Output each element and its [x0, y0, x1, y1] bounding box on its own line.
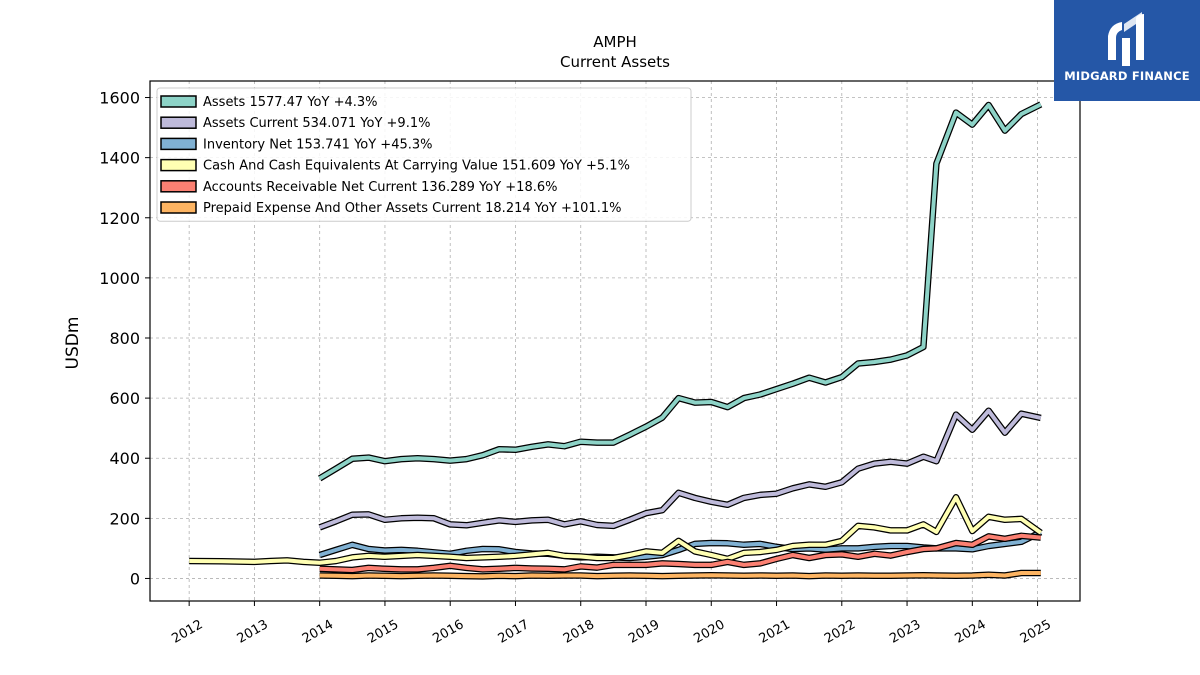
x-tick-label: 2017: [496, 617, 532, 647]
x-tick-label: 2025: [1018, 617, 1054, 647]
legend-label: Inventory Net 153.741 YoY +45.3%: [203, 137, 433, 152]
legend-swatch: [160, 95, 197, 108]
y-tick-label: 1400: [99, 149, 140, 168]
series-line-3: [189, 495, 1042, 565]
x-tick-label: 2023: [887, 617, 923, 647]
y-tick-label: 1000: [99, 269, 140, 288]
y-tick-label: 600: [109, 389, 140, 408]
y-tick-label: 800: [109, 329, 140, 348]
series-line-1: [318, 408, 1042, 530]
y-tick-label: 0: [130, 569, 140, 588]
x-tick-label: 2020: [691, 617, 727, 647]
legend-label: Assets Current 534.071 YoY +9.1%: [203, 116, 430, 131]
y-axis-label: USDm: [63, 316, 83, 370]
x-tick-label: 2013: [235, 617, 271, 647]
x-tick-label: 2021: [757, 617, 793, 647]
chart-title: AMPH: [593, 33, 637, 51]
chart-subtitle: Current Assets: [560, 53, 670, 71]
x-tick-label: 2019: [626, 617, 662, 647]
x-tick-label: 2012: [169, 617, 205, 647]
legend-swatch: [160, 201, 197, 214]
legend-swatch: [160, 158, 197, 172]
y-tick-label: 400: [109, 449, 140, 468]
legend-swatch: [160, 116, 197, 129]
y-tick-label: 1600: [99, 89, 140, 108]
x-tick-label: 2016: [430, 617, 466, 647]
brand-logo-icon: [1108, 12, 1144, 66]
brand-name: MIDGARD FINANCE: [1064, 69, 1190, 83]
legend-label: Cash And Cash Equivalents At Carrying Va…: [203, 159, 630, 174]
x-tick-label: 2024: [952, 617, 988, 647]
series-line-4: [319, 533, 1041, 572]
brand-logo: MIDGARD FINANCE: [1054, 0, 1200, 101]
x-tick-label: 2018: [561, 617, 597, 647]
series-outline-1: [318, 407, 1042, 531]
x-tick-label: 2022: [822, 617, 858, 647]
legend-swatch: [160, 180, 197, 193]
x-tick-label: 2015: [365, 617, 401, 647]
y-tick-label: 1200: [99, 209, 140, 228]
legend-label: Assets 1577.47 YoY +4.3%: [203, 95, 378, 110]
legend-box: [156, 87, 692, 222]
series-line-5: [319, 571, 1041, 579]
legend-label: Prepaid Expense And Other Assets Current…: [203, 201, 621, 216]
series-line-0: [318, 102, 1042, 481]
legend-swatch: [160, 137, 197, 151]
plot-frame: [149, 80, 1081, 602]
legend-label: Accounts Receivable Net Current 136.289 …: [203, 180, 558, 195]
x-tick-label: 2014: [300, 617, 336, 647]
y-tick-label: 200: [109, 509, 140, 528]
